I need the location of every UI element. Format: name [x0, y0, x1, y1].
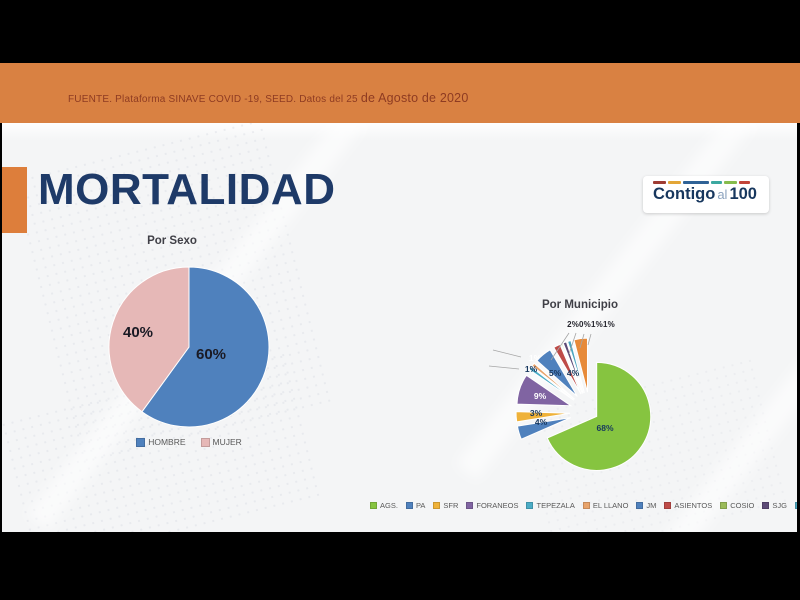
logo-dash: [653, 181, 666, 184]
legend-swatch: [526, 502, 534, 509]
legend-item-tepezala: TEPEZALA: [526, 501, 575, 510]
legend-label: MUJER: [212, 437, 242, 447]
page-title: MORTALIDAD: [38, 165, 336, 214]
slide-canvas: MORTALIDAD Contigo al 100 Por Sexo 60% 40…: [2, 123, 797, 532]
legend-label: ASIENTOS: [674, 501, 713, 510]
legend-item-jm: JM: [636, 501, 656, 510]
legend-swatch: [136, 437, 146, 447]
legend-item-cosio: COSIO: [720, 501, 754, 510]
legend-label: FORANEOS: [476, 501, 519, 510]
legend-item-sjg: SJG: [762, 501, 787, 510]
sexo-pie-chart: 60% 40%: [108, 266, 270, 428]
legend-label: COSIO: [730, 501, 755, 510]
logo-word-al: al: [717, 187, 728, 202]
legend-swatch: [370, 502, 377, 509]
pie-slice-calvillo: [566, 339, 585, 393]
slice-label: 5%: [549, 368, 562, 378]
legend-label: PA: [415, 501, 426, 510]
leader-line: [488, 365, 520, 370]
logo-dash: [739, 181, 750, 184]
logo-dash: [724, 181, 737, 184]
slice-label: 68%: [596, 423, 613, 433]
legend-swatch: [664, 502, 672, 509]
slice-label: 4%: [535, 417, 548, 427]
source-banner: FUENTE. Plataforma SINAVE COVID -19, SEE…: [0, 63, 800, 123]
legend-swatch: [636, 502, 644, 509]
pie-slice-ags-: [546, 361, 652, 471]
title-accent-bar: [2, 167, 27, 233]
slice-label: 3%: [530, 408, 543, 418]
legend-item-ags-: AGS.: [370, 501, 398, 510]
pie-slice-sfr: [515, 411, 571, 423]
leader-line: [579, 333, 585, 349]
legend-item-el-llano: EL LLANO: [582, 501, 629, 510]
legend-label: HOMBRE: [148, 437, 186, 447]
pie-slice-el-llano: [531, 362, 575, 400]
pie-slice-foraneos: [516, 374, 573, 407]
logo-dash: [683, 181, 709, 184]
leader-line: [568, 332, 577, 355]
source-text-date: de Agosto de 2020: [360, 91, 469, 105]
legend-swatch: [200, 437, 210, 447]
legend-swatch: [720, 502, 728, 509]
logo-dashes: [653, 181, 769, 184]
slice-label: 1%: [525, 364, 538, 374]
legend-label: SFR: [443, 501, 459, 510]
legend-item-calvillo: CALVILLO: [794, 501, 797, 510]
pie-slice-tepezala: [528, 366, 575, 401]
legend-item-foraneos: FORANEOS: [466, 501, 518, 510]
slice-label: 9%: [534, 391, 547, 401]
pie-slice-asientos: [553, 343, 582, 395]
pie-slice-hombre: [141, 266, 270, 428]
logo-dash: [711, 181, 722, 184]
logo-wordmark: Contigo al 100: [653, 186, 769, 203]
logo-word-contigo: Contigo: [653, 185, 716, 203]
leader-line: [550, 332, 570, 361]
logo-dash: [668, 181, 681, 184]
logo-word-100: 100: [729, 185, 757, 203]
legend-swatch: [405, 502, 413, 509]
municipio-legend: AGS. PA SFR FORANEOS TEPEZALA EL LLANO JM ASIEN…: [370, 501, 797, 510]
slice-label: 1%: [529, 353, 542, 363]
legend-label: EL LLANO: [592, 501, 629, 510]
legend-label: TEPEZALA: [536, 501, 575, 510]
legend-label: AGS.: [380, 501, 398, 510]
source-text-prefix: FUENTE. Plataforma SINAVE COVID -19, SEE…: [68, 94, 358, 105]
legend-swatch: [433, 502, 441, 509]
source-text: FUENTE. Plataforma SINAVE COVID -19, SEE…: [68, 81, 468, 105]
legend-label: JM: [646, 501, 657, 510]
legend-swatch: [582, 502, 590, 509]
slice-label: 4%: [567, 368, 580, 378]
legend-item-asientos: ASIENTOS: [664, 501, 712, 510]
pie-slice-jm: [536, 349, 578, 397]
municipio-chart-title: Por Municipio: [541, 299, 619, 311]
pie-slice-sjg: [562, 341, 584, 394]
sexo-chart-title: Por Sexo: [147, 235, 197, 247]
leader-line: [492, 349, 522, 358]
legend-label: SJG: [772, 501, 787, 510]
contigo-al-100-logo: Contigo al 100: [643, 176, 769, 213]
sexo-legend: HOMBRE MUJER: [77, 437, 301, 447]
legend-item-pa: PA: [405, 501, 426, 510]
legend-swatch: [762, 502, 770, 509]
slice-label: 60%: [196, 346, 226, 363]
pie-slice-pa: [516, 417, 572, 440]
legend-item-sfr: SFR: [433, 501, 458, 510]
legend-item-hombre: HOMBRE: [136, 437, 186, 447]
municipio-small-slices-label: 2%0%1%1%: [567, 320, 615, 329]
pie-slice-mujer: [108, 266, 190, 413]
slice-label: 40%: [123, 324, 153, 341]
legend-swatch: [466, 502, 474, 509]
leader-line: [587, 333, 592, 346]
municipio-pie-chart: 68%4%3%9%1%1% 5% 4%: [488, 332, 652, 471]
legend-item-mujer: MUJER: [200, 437, 242, 447]
legend-swatch: [794, 502, 797, 509]
